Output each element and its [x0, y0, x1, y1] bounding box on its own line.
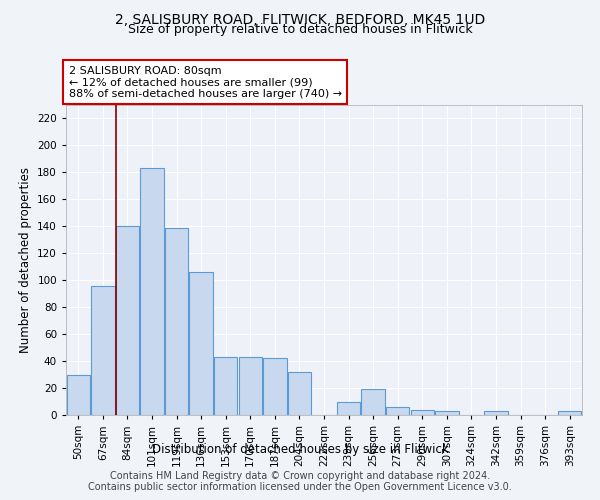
Bar	[116, 226, 139, 415]
Bar	[263, 358, 287, 415]
Text: Contains public sector information licensed under the Open Government Licence v3: Contains public sector information licen…	[88, 482, 512, 492]
Bar	[386, 407, 409, 415]
Text: Contains HM Land Registry data © Crown copyright and database right 2024.: Contains HM Land Registry data © Crown c…	[110, 471, 490, 481]
Bar	[361, 390, 385, 415]
Bar	[435, 411, 458, 415]
Text: 2, SALISBURY ROAD, FLITWICK, BEDFORD, MK45 1UD: 2, SALISBURY ROAD, FLITWICK, BEDFORD, MK…	[115, 12, 485, 26]
Bar	[288, 372, 311, 415]
Bar	[558, 411, 581, 415]
Bar	[91, 286, 115, 415]
Bar	[190, 272, 213, 415]
Bar	[337, 402, 360, 415]
Bar	[239, 357, 262, 415]
Y-axis label: Number of detached properties: Number of detached properties	[19, 167, 32, 353]
Bar	[484, 411, 508, 415]
Bar	[214, 357, 238, 415]
Text: Distribution of detached houses by size in Flitwick: Distribution of detached houses by size …	[152, 442, 448, 456]
Bar	[67, 374, 90, 415]
Text: 2 SALISBURY ROAD: 80sqm
← 12% of detached houses are smaller (99)
88% of semi-de: 2 SALISBURY ROAD: 80sqm ← 12% of detache…	[68, 66, 342, 99]
Text: Size of property relative to detached houses in Flitwick: Size of property relative to detached ho…	[128, 22, 472, 36]
Bar	[165, 228, 188, 415]
Bar	[140, 168, 164, 415]
Bar	[410, 410, 434, 415]
